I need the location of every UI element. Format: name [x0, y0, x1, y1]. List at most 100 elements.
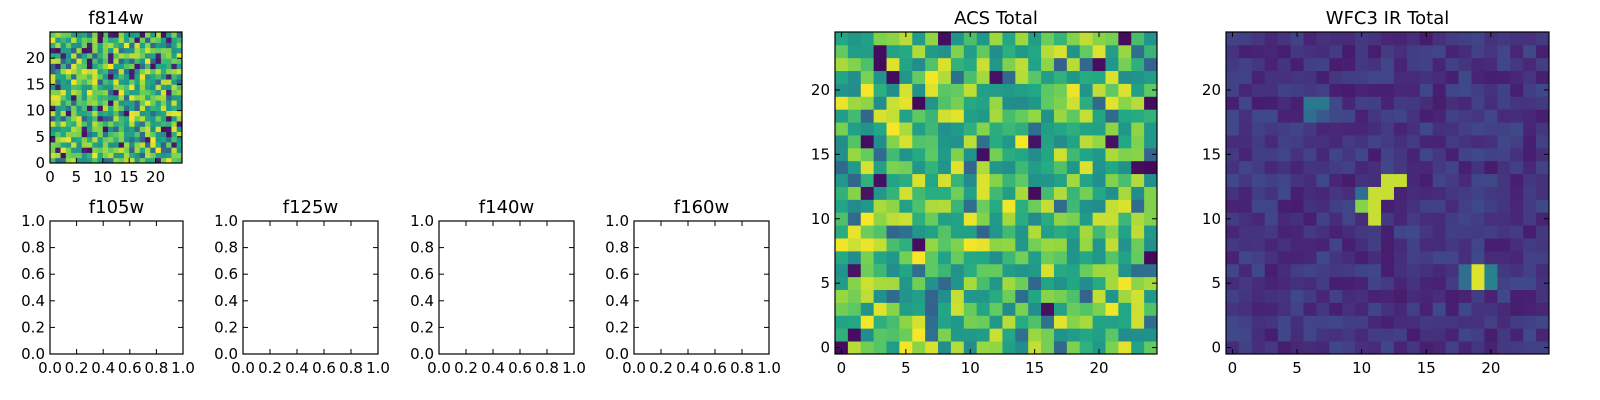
- heatmap-cell: [155, 105, 162, 111]
- heatmap-cell: [1458, 250, 1472, 265]
- heatmap-cell: [1118, 328, 1132, 342]
- heatmap-cell: [92, 136, 98, 143]
- heatmap-cell: [1406, 109, 1421, 123]
- heatmap-cell: [1092, 109, 1106, 123]
- heatmap-cell: [925, 315, 939, 329]
- heatmap-cell: [155, 73, 162, 80]
- heatmap-cell: [171, 147, 178, 153]
- heatmap-cell: [123, 84, 130, 91]
- heatmap-cell: [1471, 83, 1485, 97]
- heatmap-cell: [1471, 263, 1485, 278]
- heatmap-cell: [899, 96, 913, 110]
- heatmap-cell: [102, 79, 109, 85]
- heatmap-cell: [1105, 83, 1119, 97]
- heatmap-cell: [847, 315, 862, 329]
- heatmap-cell: [1368, 96, 1382, 110]
- heatmap-cell: [1445, 44, 1459, 59]
- heatmap-cell: [92, 126, 98, 132]
- heatmap-cell: [166, 58, 172, 64]
- heatmap-cell: [86, 68, 93, 75]
- heatmap-cell: [1028, 109, 1042, 123]
- heatmap-cell: [938, 225, 952, 239]
- heatmap-cell: [1445, 212, 1459, 226]
- heatmap-cell: [81, 147, 88, 153]
- heatmap-cell: [145, 89, 151, 96]
- heatmap-cell: [1144, 57, 1158, 72]
- heatmap-cell: [1251, 160, 1266, 175]
- y-tick-label: 0: [35, 154, 45, 172]
- heatmap-cell: [102, 115, 109, 122]
- heatmap-cell: [160, 47, 167, 54]
- heatmap-cell: [1329, 276, 1343, 290]
- heatmap-cell: [1053, 135, 1068, 149]
- heatmap-cell: [1484, 289, 1498, 303]
- heatmap-cell: [1118, 212, 1132, 226]
- heatmap-cell: [176, 147, 183, 153]
- heatmap-cell: [1079, 199, 1093, 213]
- heatmap-cell: [176, 73, 183, 80]
- heatmap-cell: [1277, 225, 1291, 239]
- heatmap-cell: [166, 68, 172, 75]
- plot-frame: [438, 220, 575, 355]
- heatmap-cell: [976, 315, 990, 329]
- heatmap-cell: [113, 52, 120, 59]
- heatmap-cell: [145, 115, 151, 122]
- heatmap-cell: [1406, 70, 1421, 84]
- heatmap-cell: [912, 160, 926, 175]
- heatmap-cell: [1523, 57, 1537, 72]
- heatmap-cell: [1368, 263, 1382, 278]
- heatmap-cell: [989, 263, 1003, 278]
- heatmap-cell: [60, 126, 67, 132]
- heatmap-cell: [102, 73, 109, 80]
- heatmap-cell: [1497, 186, 1511, 200]
- heatmap-cell: [1238, 328, 1253, 342]
- heatmap-cell: [150, 73, 156, 80]
- heatmap-cell: [1342, 199, 1356, 213]
- heatmap-cell: [1471, 341, 1485, 355]
- heatmap-cell: [963, 302, 978, 316]
- heatmap-cell: [129, 131, 135, 138]
- heatmap-cell: [139, 121, 146, 127]
- heatmap-cell: [886, 173, 900, 187]
- heatmap-cell: [160, 37, 167, 43]
- heatmap-cell: [55, 47, 61, 54]
- heatmap-cell: [1523, 225, 1537, 239]
- heatmap-cell: [1303, 263, 1317, 278]
- heatmap-cell: [1105, 276, 1119, 290]
- heatmap-cell: [50, 52, 56, 59]
- heatmap-cell: [108, 89, 114, 96]
- heatmap-cell: [1131, 302, 1145, 316]
- heatmap-cell: [1471, 109, 1485, 123]
- heatmap-cell: [129, 42, 135, 49]
- heatmap-cell: [1510, 160, 1524, 175]
- heatmap-cell: [171, 121, 178, 127]
- heatmap-cell: [76, 136, 83, 143]
- heatmap-cell: [1445, 70, 1459, 84]
- heatmap-cell: [102, 52, 109, 59]
- heatmap-cell: [129, 121, 135, 127]
- heatmap-cell: [1144, 328, 1158, 342]
- heatmap-cell: [171, 157, 178, 164]
- heatmap-cell: [176, 58, 183, 64]
- heatmap-cell: [1329, 341, 1343, 355]
- heatmap-cell: [81, 110, 88, 117]
- heatmap-cell: [1053, 225, 1068, 239]
- heatmap-cell: [1015, 250, 1029, 265]
- heatmap-cell: [1393, 341, 1408, 355]
- heatmap-cell: [60, 37, 67, 43]
- heatmap-cell: [55, 94, 61, 101]
- heatmap-cell: [160, 157, 167, 164]
- heatmap-cell: [1471, 44, 1485, 59]
- heatmap-cell: [139, 110, 146, 117]
- heatmap-cell: [1355, 250, 1369, 265]
- heatmap-cell: [1484, 44, 1498, 59]
- heatmap-cell: [1419, 199, 1434, 213]
- heatmap-cell: [963, 160, 978, 175]
- heatmap-cell: [86, 47, 93, 54]
- heatmap-cell: [950, 83, 965, 97]
- heatmap-cell: [1497, 341, 1511, 355]
- heatmap-cell: [1277, 341, 1291, 355]
- heatmap-cell: [150, 79, 156, 85]
- heatmap-cell: [108, 105, 114, 111]
- heatmap-cell: [166, 121, 172, 127]
